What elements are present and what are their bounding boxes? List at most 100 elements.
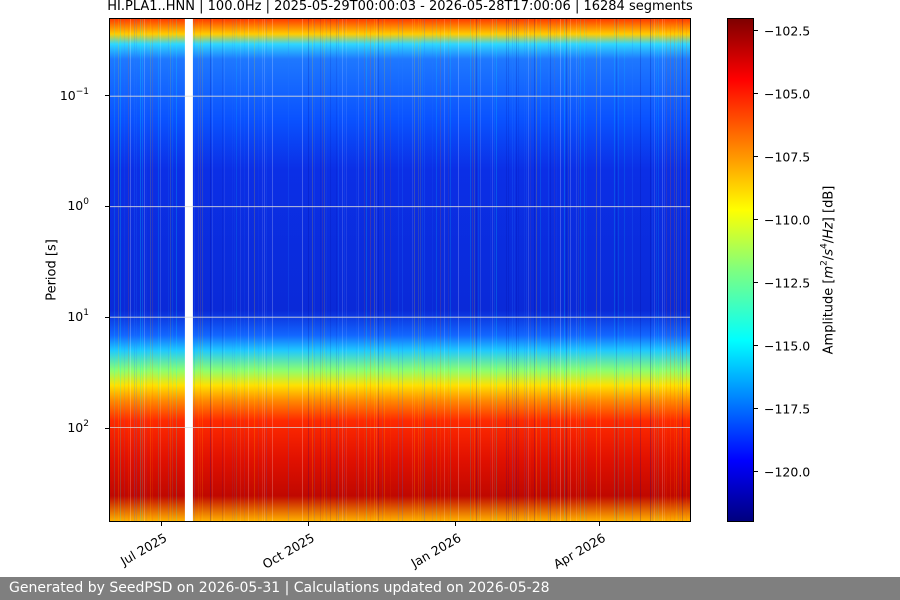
x-tick-label: Jul 2025 [117,530,170,569]
spectrogram-stripe [412,19,413,521]
spectrogram-svg [110,19,690,521]
colorbar-tick-label: −117.5 [764,401,811,417]
spectrogram-stripe [336,19,337,521]
spectrogram-stripe [120,19,121,521]
spectrogram-stripe [512,19,513,521]
spectrogram-stripe [540,19,541,521]
spectrogram-stripe [200,19,201,521]
spectrogram-stripe [658,19,659,521]
spectrogram-stripe [600,19,601,521]
spectrogram-stripe [374,19,375,521]
spectrogram-stripe [324,19,325,521]
colorbar-tick-label: −112.5 [764,275,811,291]
spectrogram-stripe [358,19,359,521]
spectrogram-stripe [624,19,625,521]
spectrogram-stripe [366,19,367,521]
spectrogram-stripe [578,19,579,521]
spectrogram-stripe [530,19,531,521]
spectrogram-stripe [508,19,509,521]
spectrogram-stripe [662,19,663,521]
colorbar-tick [754,282,758,284]
spectrogram-stripe [302,19,303,521]
spectrogram-stripe [490,19,491,521]
spectrogram-stripe [518,19,519,521]
spectrogram-stripe [420,19,421,521]
spectrogram-stripe [194,19,195,521]
spectrogram-stripe [444,19,445,521]
spectrogram-stripe [682,19,683,521]
colorbar-tick [754,156,758,158]
spectrogram-stripe [576,19,577,521]
spectrogram-stripe [398,19,399,521]
spectrogram-stripe [382,19,383,521]
spectrogram-stripe [584,19,585,521]
spectrogram-stripe [674,19,675,521]
spectrogram-stripe [212,19,213,521]
spectrogram-stripe [224,19,225,521]
x-tick [455,522,457,526]
spectrogram-stripe [118,19,119,521]
colorbar-label: Amplitude [m2/s4/Hz] [dB] [819,185,837,355]
spectrogram-background [110,19,690,521]
spectrogram-stripe [458,19,459,521]
spectrogram-stripe [570,19,571,521]
colorbar-tick [754,471,758,473]
spectrogram-stripe [236,19,237,521]
spectrogram-stripe [654,19,655,521]
spectrogram-stripe [526,19,527,521]
y-tick [105,316,109,318]
spectrogram-stripe [244,19,245,521]
x-tick [308,522,310,526]
y-tick-label: 10−1 [59,86,89,103]
spectrogram-stripe [152,19,153,521]
spectrogram-stripe [586,19,587,521]
spectrogram-stripe [370,19,371,521]
spectrogram-stripe [198,19,199,521]
spectrogram-stripe [580,19,581,521]
y-axis-label: Period [s] [44,239,60,301]
spectrogram-stripe [288,19,289,521]
x-tick-label: Jan 2026 [408,530,464,571]
spectrogram-stripe [146,19,147,521]
spectrogram-stripe [554,19,555,521]
spectrogram-stripe [560,19,561,521]
spectrogram-stripe [176,19,177,521]
spectrogram-stripe [470,19,471,521]
spectrogram-stripe [130,19,131,521]
spectrogram-stripe [528,19,529,521]
spectrogram-stripe [548,19,549,521]
y-tick-label: 102 [67,419,89,436]
y-tick-label: 101 [67,308,89,325]
colorbar [727,18,754,522]
spectrogram-stripe [474,19,475,521]
y-tick [105,427,109,429]
y-tick [105,95,109,97]
spectrogram-stripe [258,19,259,521]
spectrogram-stripe [664,19,665,521]
spectrogram-stripe [114,19,115,521]
spectrogram-stripe [364,19,365,521]
data-gap [184,19,193,521]
spectrogram-stripe [640,19,641,521]
spectrogram-stripe [516,19,517,521]
spectrogram-stripe [390,19,391,521]
colorbar-tick [754,219,758,221]
spectrogram-stripe [534,19,535,521]
spectrogram-stripe [686,19,687,521]
spectrogram-stripe [202,19,203,521]
x-tick-label: Apr 2026 [550,530,608,572]
spectrogram-stripe [168,19,169,521]
spectrogram-stripe [478,19,479,521]
colorbar-tick-label: −105.0 [764,86,811,102]
spectrogram-stripe [136,19,137,521]
spectrogram-stripe [172,19,173,521]
spectrogram-stripe [346,19,347,521]
spectrogram-stripe [496,19,497,521]
spectrogram-stripe [492,19,493,521]
spectrogram-stripe [262,19,263,521]
x-tick-label: Oct 2025 [259,530,317,572]
colorbar-tick-label: −120.0 [764,464,811,480]
colorbar-tick [754,408,758,410]
spectrogram-stripe [320,19,321,521]
colorbar-tick [754,30,758,32]
